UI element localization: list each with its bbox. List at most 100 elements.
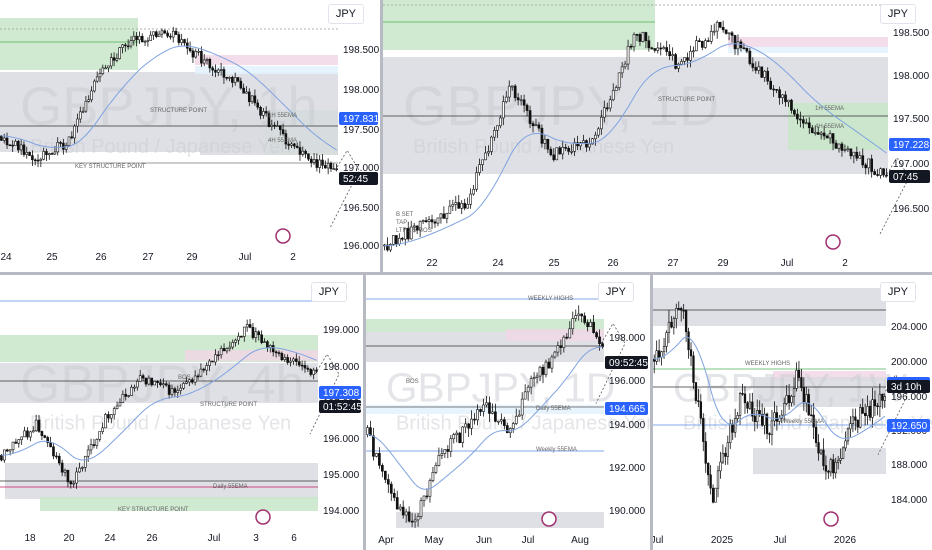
- candle-body: [433, 221, 437, 224]
- candle-body: [266, 341, 269, 348]
- candle-body: [403, 227, 407, 240]
- candle-body: [404, 511, 408, 516]
- candle-body: [104, 67, 107, 70]
- candle-body: [70, 136, 74, 139]
- symbol-button[interactable]: JPY: [327, 4, 364, 24]
- candle-body: [413, 519, 417, 523]
- ema-line: [654, 336, 886, 439]
- candle-body: [828, 133, 832, 139]
- candle-body: [375, 453, 378, 457]
- candle-body: [724, 452, 727, 457]
- candle-body: [814, 426, 818, 443]
- x-tick-label: 2: [842, 258, 848, 269]
- chart-pane-bottom-middle[interactable]: GBPJPY, 1D British Pound / Japanese Yen WE…: [366, 275, 650, 550]
- candle-body: [245, 324, 249, 328]
- candle-body: [667, 321, 671, 333]
- symbol-button[interactable]: JPY: [597, 282, 634, 302]
- price-badge-bg: [319, 386, 361, 399]
- annotation-label: 1H 55EMA: [268, 113, 297, 119]
- candle-body: [190, 379, 194, 383]
- candle-body: [199, 368, 203, 377]
- y-tick-label: 190.000: [609, 506, 646, 517]
- candle-body: [236, 77, 240, 82]
- candle-body: [217, 69, 220, 73]
- candle-body: [804, 122, 808, 125]
- candle-body: [434, 465, 438, 473]
- candle-body: [687, 331, 690, 351]
- candle-body: [827, 470, 830, 473]
- candle-body: [795, 369, 798, 389]
- symbol-button[interactable]: JPY: [310, 282, 347, 302]
- candle-body: [166, 32, 169, 37]
- zone-box: [396, 512, 604, 528]
- candle-body: [822, 449, 825, 466]
- candle-body: [78, 467, 81, 473]
- candle-body: [278, 125, 282, 130]
- candle-body: [677, 63, 680, 69]
- annotation-label: 1H 55EMA: [815, 106, 844, 112]
- candle-body: [470, 418, 473, 429]
- candle-body: [202, 59, 206, 64]
- candle-body: [262, 111, 265, 116]
- candle-body: [231, 77, 234, 83]
- chart-pane-top-right[interactable]: GBPJPY, 1D British Pound / Japanese Yen ST…: [383, 0, 932, 272]
- candle-body: [23, 430, 26, 438]
- candle-body: [810, 127, 814, 134]
- candle-body: [829, 459, 832, 473]
- candle-body: [109, 414, 113, 419]
- candle-body: [312, 159, 316, 163]
- symbol-button[interactable]: JPY: [879, 282, 916, 302]
- candle-body: [277, 352, 281, 354]
- candle-body: [101, 427, 104, 432]
- y-tick-label: 192.000: [609, 463, 646, 474]
- candle-body: [89, 444, 93, 451]
- candle-body: [689, 349, 693, 357]
- watermark: GBPJPY, 1D: [403, 74, 719, 137]
- x-tick-label: 29: [717, 258, 729, 269]
- candle-body: [602, 107, 606, 118]
- candle-body: [482, 404, 485, 412]
- candle-body: [395, 235, 398, 245]
- symbol-button[interactable]: JPY: [879, 4, 916, 24]
- candle-body: [455, 432, 459, 435]
- candle-body: [202, 368, 206, 371]
- zone-box: [728, 37, 888, 47]
- candle-body: [473, 418, 476, 421]
- candle-body: [716, 470, 720, 489]
- candle-body: [695, 40, 698, 52]
- annotation-label: LTF 1.5' BOS: [396, 228, 432, 234]
- candle-body: [775, 89, 778, 91]
- candle-body: [268, 345, 272, 348]
- candle-body: [284, 133, 288, 145]
- candle-body: [42, 151, 45, 160]
- watermark-subtitle: British Pound / Japanese Yen: [30, 136, 291, 158]
- candle-body: [553, 351, 557, 358]
- candle-body: [219, 69, 223, 71]
- candle-body: [824, 465, 828, 472]
- y-tick-label: 200.000: [891, 357, 928, 368]
- candle-body: [318, 159, 321, 168]
- candle-body: [558, 147, 562, 155]
- candle-body: [466, 204, 470, 209]
- candle-body: [442, 213, 446, 219]
- candle-body: [878, 393, 882, 408]
- candle-body: [276, 125, 279, 127]
- candle-body: [430, 219, 434, 223]
- candle-body: [326, 162, 330, 169]
- chart-pane-bottom-right[interactable]: GBPJPY, 1W British Pound / Japanese Yen WE…: [653, 275, 932, 550]
- candle-body: [832, 459, 835, 474]
- chart-pane-bottom-left[interactable]: GBPJPY, 4h British Pound / Japanese Yen BO…: [0, 275, 363, 550]
- watermark: GBPJPY, 1D: [386, 365, 615, 411]
- x-tick-label: May: [425, 535, 444, 546]
- x-tick-label: Aug: [571, 535, 589, 546]
- candle-body: [668, 51, 672, 57]
- chart-pane-top-left[interactable]: GBPJPY, 1h British Pound / Japanese Yen ST…: [0, 0, 380, 272]
- zone-box: [506, 329, 604, 341]
- candle-body: [805, 394, 808, 404]
- candle-body: [778, 417, 781, 422]
